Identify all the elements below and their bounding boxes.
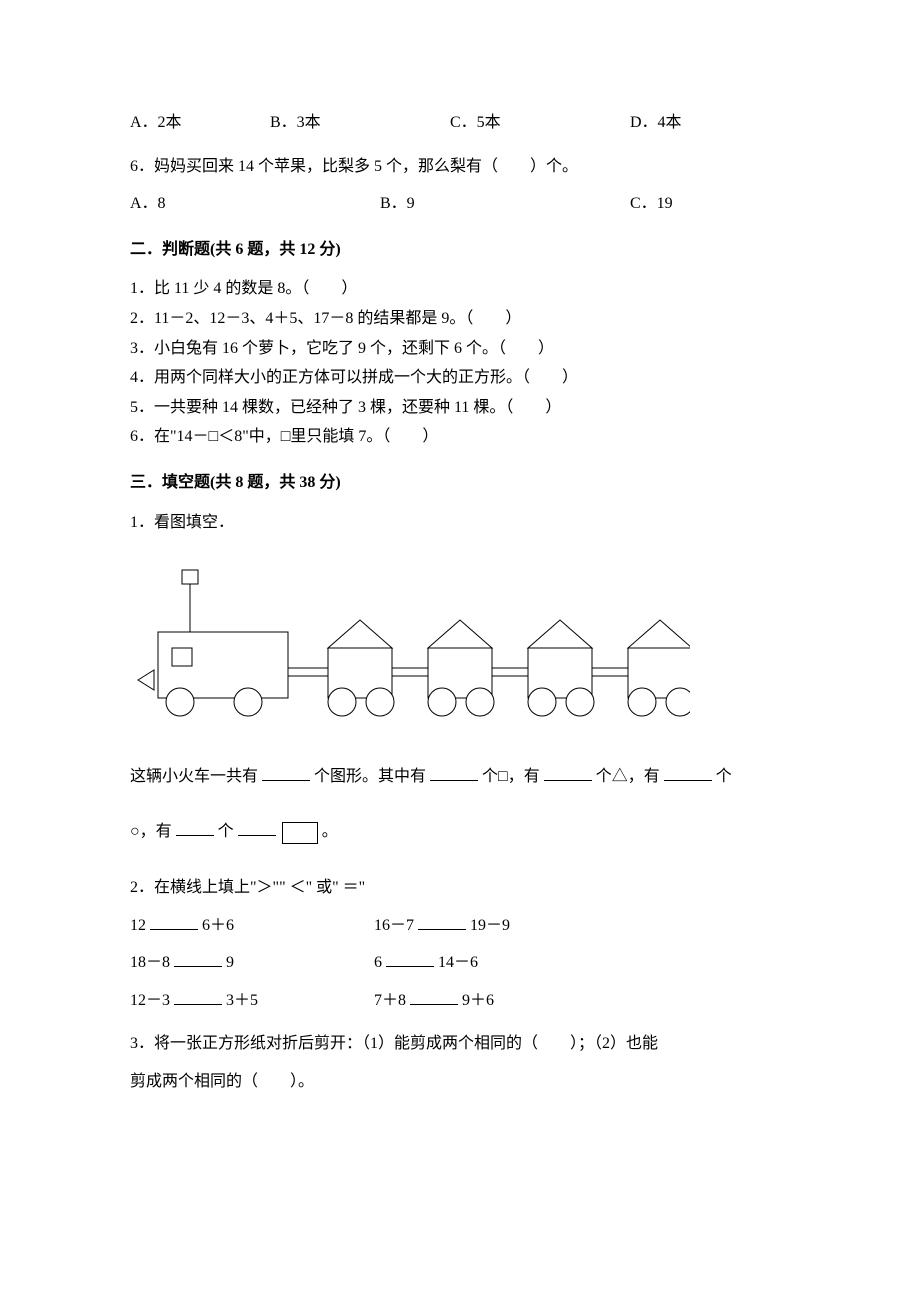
train-figure — [130, 547, 790, 746]
q5-option-c: C．5本 — [450, 110, 630, 136]
s3q1-t3: 个□，有 — [482, 768, 540, 785]
blank — [176, 820, 214, 836]
cmp-row-1: 12 6＋6 16－7 19－9 — [130, 913, 790, 939]
q6-option-c: C．19 — [630, 191, 750, 217]
page-root: A．2本 B．3本 C．5本 D．4本 6．妈妈买回来 14 个苹果，比梨多 5… — [0, 0, 920, 1302]
blank — [410, 989, 458, 1005]
blank — [418, 914, 466, 930]
cmp-1-ra: 16－7 — [374, 917, 414, 934]
s3q1-t2: 个图形。其中有 — [314, 768, 426, 785]
s3q1-t8: 。 — [322, 823, 338, 840]
blank — [386, 951, 434, 967]
cmp-1-lb: 6＋6 — [202, 917, 234, 934]
s3q1-t5: 个 — [716, 768, 732, 785]
tf-item-5: 5．一共要种 14 棵数，已经种了 3 棵，还要种 11 棵。（ ） — [130, 395, 790, 421]
cmp-2-rb: 14－6 — [438, 954, 478, 971]
train-svg — [130, 547, 690, 737]
q5-options: A．2本 B．3本 C．5本 D．4本 — [130, 110, 790, 136]
blank — [174, 951, 222, 967]
cmp-1-la: 12 — [130, 917, 146, 934]
s3q1-t6: ○，有 — [130, 823, 172, 840]
q5-option-d: D．4本 — [630, 110, 750, 136]
cmp-3-lb: 3＋5 — [226, 992, 258, 1009]
blank — [430, 765, 478, 781]
cmp-2-ra: 6 — [374, 954, 382, 971]
tf-list: 1．比 11 少 4 的数是 8。（ ） 2．11－2、12－3、4＋5、17－… — [130, 276, 790, 450]
q6-prompt: 6．妈妈买回来 14 个苹果，比梨多 5 个，那么梨有（ ）个。 — [130, 154, 790, 180]
tf-item-6: 6．在"14－□＜8"中，□里只能填 7。（ ） — [130, 424, 790, 450]
s3q1-fill-line1: 这辆小火车一共有 个图形。其中有 个□，有 个△，有 个 — [130, 764, 790, 790]
cmp-2-la: 18－8 — [130, 954, 170, 971]
s3q1-t7: 个 — [218, 823, 234, 840]
s3q1-t1: 这辆小火车一共有 — [130, 768, 258, 785]
q6-option-b: B．9 — [380, 191, 630, 217]
s3q1-label: 1．看图填空． — [130, 510, 790, 536]
s3q3-line1: 3．将一张正方形纸对折后剪开：（1）能剪成两个相同的（ ）；（2）也能 — [130, 1031, 790, 1057]
tf-item-4: 4．用两个同样大小的正方体可以拼成一个大的正方形。（ ） — [130, 365, 790, 391]
cmp-1-rb: 19－9 — [470, 917, 510, 934]
s3q1-t4: 个△，有 — [596, 768, 660, 785]
section3-title: 三．填空题(共 8 题，共 38 分) — [130, 470, 790, 496]
s3q3-line2: 剪成两个相同的（ ）。 — [130, 1069, 790, 1095]
cmp-3-rb: 9＋6 — [462, 992, 494, 1009]
tf-item-3: 3．小白兔有 16 个萝卜，它吃了 9 个，还剩下 6 个。（ ） — [130, 336, 790, 362]
tf-item-1: 1．比 11 少 4 的数是 8。（ ） — [130, 276, 790, 302]
cmp-2-lb: 9 — [226, 954, 234, 971]
blank — [238, 820, 276, 836]
q6-options: A．8 B．9 C．19 — [130, 191, 790, 217]
q5-option-b: B．3本 — [270, 110, 450, 136]
s3q2-label: 2．在横线上填上"＞"" ＜" 或" ＝" — [130, 875, 790, 901]
cmp-3-ra: 7＋8 — [374, 992, 406, 1009]
s3q1-fill-line2: ○，有 个 。 — [130, 819, 790, 845]
rectangle-icon — [282, 822, 318, 844]
cmp-3-la: 12－3 — [130, 992, 170, 1009]
q5-option-a: A．2本 — [130, 110, 270, 136]
blank — [150, 914, 198, 930]
cmp-row-2: 18－8 9 6 14－6 — [130, 950, 790, 976]
blank — [664, 765, 712, 781]
blank — [262, 765, 310, 781]
blank — [174, 989, 222, 1005]
section2-title: 二．判断题(共 6 题，共 12 分) — [130, 237, 790, 263]
blank — [544, 765, 592, 781]
cmp-row-3: 12－3 3＋5 7＋8 9＋6 — [130, 988, 790, 1014]
comparison-grid: 12 6＋6 16－7 19－9 18－8 9 6 14－6 — [130, 913, 790, 1014]
q6-option-a: A．8 — [130, 191, 380, 217]
tf-item-2: 2．11－2、12－3、4＋5、17－8 的结果都是 9。（ ） — [130, 306, 790, 332]
